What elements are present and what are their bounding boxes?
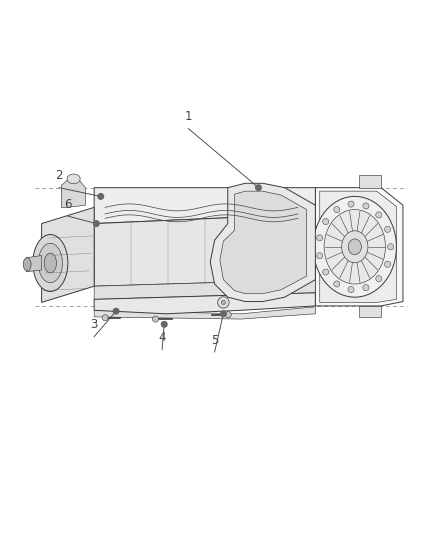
Polygon shape [220, 191, 307, 294]
Circle shape [317, 253, 323, 259]
Circle shape [323, 219, 329, 224]
Text: 4: 4 [158, 332, 166, 344]
Circle shape [363, 285, 369, 290]
Ellipse shape [39, 243, 63, 282]
Circle shape [348, 286, 354, 293]
Polygon shape [94, 188, 315, 223]
Polygon shape [94, 293, 315, 314]
Circle shape [348, 201, 354, 207]
Circle shape [334, 207, 340, 213]
Circle shape [334, 281, 340, 287]
Circle shape [255, 184, 262, 191]
Circle shape [385, 261, 391, 268]
Ellipse shape [348, 239, 361, 255]
Polygon shape [320, 191, 396, 302]
Circle shape [152, 316, 159, 322]
Polygon shape [210, 183, 315, 302]
Circle shape [93, 220, 100, 227]
Circle shape [376, 212, 382, 218]
Polygon shape [42, 207, 94, 302]
Polygon shape [94, 280, 315, 300]
Circle shape [221, 300, 226, 304]
Polygon shape [94, 214, 315, 286]
Text: 6: 6 [64, 198, 72, 211]
Polygon shape [359, 306, 381, 317]
Polygon shape [315, 188, 403, 306]
Circle shape [218, 297, 229, 308]
Polygon shape [61, 180, 85, 207]
Ellipse shape [313, 197, 396, 297]
Circle shape [161, 321, 168, 328]
Circle shape [220, 310, 227, 317]
Polygon shape [26, 255, 42, 272]
Circle shape [323, 269, 329, 275]
Circle shape [102, 314, 108, 321]
Ellipse shape [67, 174, 80, 184]
Text: 3: 3 [91, 318, 98, 332]
Text: 5: 5 [211, 334, 218, 346]
Circle shape [113, 308, 120, 314]
Circle shape [376, 276, 382, 282]
Circle shape [317, 235, 323, 241]
Circle shape [363, 203, 369, 209]
Ellipse shape [324, 209, 385, 284]
Polygon shape [94, 307, 315, 319]
Text: 2: 2 [55, 169, 63, 182]
Circle shape [385, 227, 391, 232]
Ellipse shape [23, 258, 31, 271]
Ellipse shape [44, 253, 57, 273]
Ellipse shape [342, 231, 368, 263]
Polygon shape [359, 174, 381, 188]
Ellipse shape [33, 235, 68, 292]
Circle shape [97, 193, 104, 200]
Circle shape [225, 312, 231, 318]
Circle shape [388, 244, 394, 250]
Text: 1: 1 [184, 110, 192, 123]
